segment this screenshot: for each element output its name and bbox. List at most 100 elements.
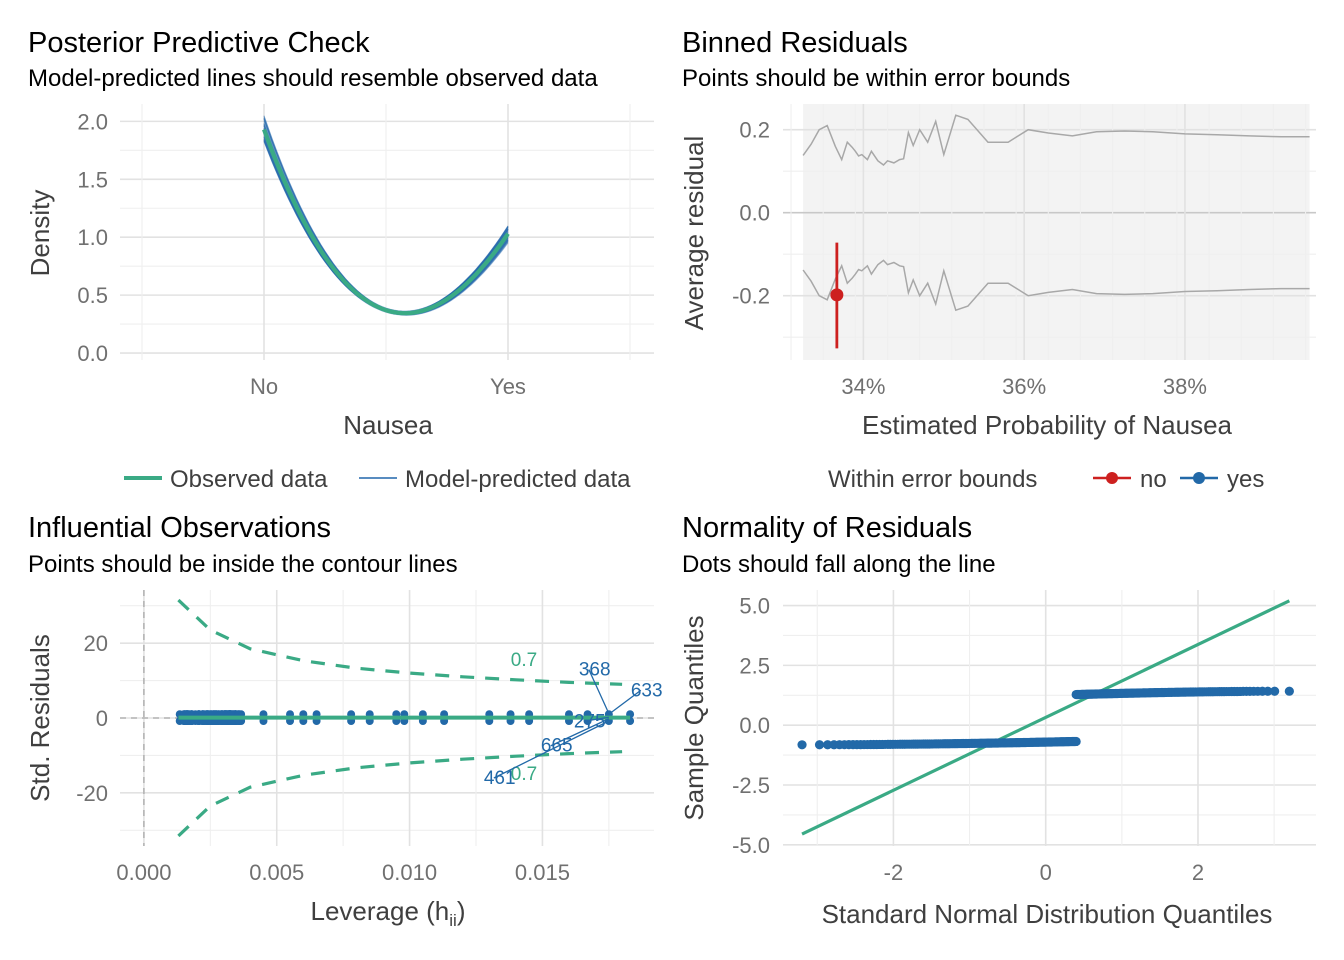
ppc-gridlines: [120, 104, 654, 360]
ppc-subtitle: Model-predicted lines should resemble ob…: [28, 65, 598, 92]
qq-y-tick-label: -2.5: [732, 773, 770, 798]
qq-y-axis-label: Sample Quantiles: [679, 615, 709, 820]
binned-shaded-region: [803, 104, 1310, 360]
influence-x-tick-label: 0.010: [382, 860, 437, 885]
qq-y-tick-label: -5.0: [732, 833, 770, 858]
influence-x-axis-label: Leverage (hii): [311, 896, 466, 930]
ppc-x-axis-label: Nausea: [343, 410, 433, 440]
binned-lower-bound-line: [802, 259, 1310, 312]
qq-title: Normality of Residuals: [682, 512, 972, 544]
qq-tick-labels: 5.0 2.5 0.0 -2.5 -5.0 -2 0 2: [732, 594, 1204, 885]
qq-y-tick-label: 2.5: [739, 653, 770, 678]
influence-contour-lines: 0.7 0.7: [177, 598, 623, 838]
binned-x-tick-label: 38%: [1163, 374, 1207, 399]
qq-reference-line: [801, 599, 1291, 836]
legend-title-within: Within error bounds: [828, 466, 1037, 493]
influence-x-tick-label: 0.015: [515, 860, 570, 885]
ppc-title: Posterior Predictive Check: [28, 27, 370, 59]
ppc-y-tick-label: 2.0: [77, 109, 108, 134]
legend-label-yes: yes: [1227, 466, 1264, 493]
binned-y-tick-label: -0.2: [732, 284, 770, 309]
ppc-observed-line: [262, 128, 510, 316]
influence-contour-label-upper: 0.7: [511, 650, 537, 671]
binned-y-axis-label: Average residual: [679, 136, 709, 331]
binned-x-tick-label: 34%: [841, 374, 885, 399]
influence-point-labels: 368633275665461: [484, 660, 663, 789]
influence-contour-label-lower: 0.7: [511, 764, 537, 785]
binned-points: [830, 242, 844, 349]
ppc-x-tick-label: No: [250, 374, 278, 399]
ppc-y-axis-label: Density: [25, 190, 55, 277]
ppc-y-tick-label: 1.0: [77, 225, 108, 250]
influence-label-connector: [588, 669, 610, 714]
binned-panel: Binned Residuals Points should be within…: [679, 27, 1316, 493]
influence-x-tick-label: 0.000: [116, 860, 171, 885]
legend-label-predicted: Model-predicted data: [405, 466, 631, 493]
qq-points: [797, 686, 1294, 750]
influence-point-label: 275: [574, 711, 606, 732]
binned-point: [830, 288, 844, 302]
influence-x-axis-label-close: ): [457, 896, 466, 926]
legend-key-yes-dot: [1193, 472, 1205, 484]
influence-upper-contour: [177, 598, 623, 686]
influence-lower-contour: [177, 750, 623, 838]
qq-x-tick-label: 0: [1040, 860, 1052, 885]
ppc-density-lines: [262, 115, 510, 316]
binned-subtitle: Points should be within error bounds: [682, 65, 1070, 92]
qq-y-tick-label: 0.0: [739, 713, 770, 738]
influence-x-axis-label-subscript: ii: [449, 911, 457, 930]
qq-point: [1270, 686, 1280, 696]
qq-point: [797, 740, 807, 750]
qq-x-tick-label: -2: [884, 860, 904, 885]
binned-tick-labels: 0.2 0.0 -0.2 34% 36% 38%: [732, 118, 1207, 399]
qq-panel: Normality of Residuals Dots should fall …: [679, 512, 1316, 929]
influence-y-tick-label: -20: [76, 781, 108, 806]
influence-points: [175, 710, 635, 725]
influence-label-connector: [608, 689, 642, 715]
binned-x-tick-label: 36%: [1002, 374, 1046, 399]
influence-y-axis-label: Std. Residuals: [25, 634, 55, 802]
binned-y-tick-label: 0.0: [739, 201, 770, 226]
influence-label-connector: [550, 718, 610, 747]
qq-point: [823, 740, 833, 750]
legend-label-observed: Observed data: [170, 466, 328, 493]
influence-point-label: 461: [484, 768, 516, 789]
qq-y-tick-label: 5.0: [739, 594, 770, 619]
ppc-y-tick-label: 1.5: [77, 167, 108, 192]
ppc-legend: Observed data Model-predicted data: [124, 466, 631, 493]
qq-x-axis-label: Standard Normal Distribution Quantiles: [822, 899, 1273, 929]
binned-x-axis-label: Estimated Probability of Nausea: [862, 410, 1233, 440]
legend-key-no-dot: [1106, 472, 1118, 484]
qq-x-tick-label: 2: [1192, 860, 1204, 885]
ppc-y-tick-label: 0.0: [77, 341, 108, 366]
ppc-tick-labels: 0.0 0.5 1.0 1.5 2.0 No Yes: [77, 109, 526, 399]
influence-y-tick-label: 20: [84, 631, 108, 656]
legend-label-no: no: [1140, 466, 1167, 493]
influence-label-connector: [583, 716, 609, 722]
ppc-panel: Posterior Predictive Check Model-predict…: [25, 27, 654, 493]
binned-error-band: [803, 104, 1310, 360]
influence-label-connector: [493, 720, 610, 779]
influence-tick-labels: 20 0 -20 0.000 0.005 0.010 0.015: [76, 631, 570, 885]
ppc-y-tick-label: 0.5: [77, 283, 108, 308]
qq-reference-line-segment: [801, 599, 1291, 836]
binned-gridlines: [783, 104, 1316, 360]
influence-point-label: 368: [579, 660, 611, 681]
binned-title: Binned Residuals: [682, 27, 908, 59]
influence-point-label: 633: [631, 680, 663, 701]
qq-point: [1284, 686, 1294, 696]
influence-y-tick-label: 0: [96, 706, 108, 731]
qq-subtitle: Dots should fall along the line: [682, 551, 996, 578]
influence-panel: Influential Observations Points should b…: [25, 512, 663, 930]
influence-x-tick-label: 0.005: [249, 860, 304, 885]
influence-title: Influential Observations: [28, 512, 331, 544]
qq-point: [814, 740, 825, 750]
qq-point: [1263, 686, 1273, 696]
ppc-x-tick-label: Yes: [490, 374, 526, 399]
binned-upper-bound-line: [802, 114, 1310, 167]
binned-y-tick-label: 0.2: [739, 118, 770, 143]
binned-bound-lines: [802, 114, 1310, 312]
influence-x-axis-label-main: Leverage (h: [311, 896, 450, 926]
influence-subtitle: Points should be inside the contour line…: [28, 551, 458, 578]
